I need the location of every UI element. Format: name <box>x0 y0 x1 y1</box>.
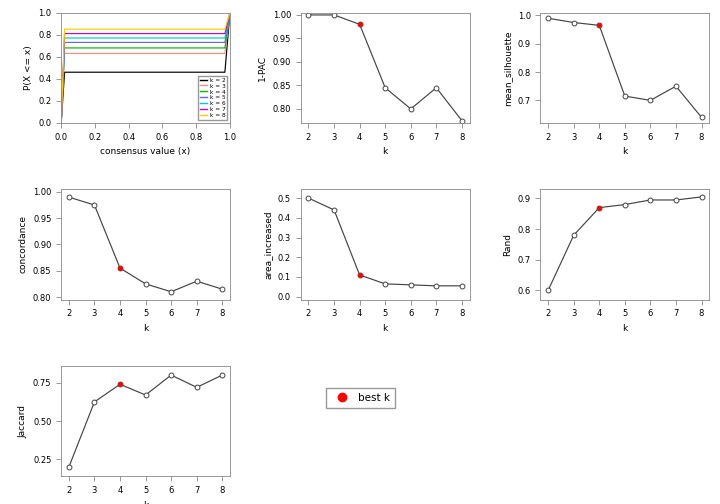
X-axis label: k: k <box>622 147 627 156</box>
Legend: best k: best k <box>326 388 395 408</box>
Y-axis label: area_increased: area_increased <box>264 210 272 279</box>
Y-axis label: Rand: Rand <box>503 233 512 256</box>
Y-axis label: P(X <= x): P(X <= x) <box>24 45 32 90</box>
Y-axis label: Jaccard: Jaccard <box>19 405 27 437</box>
X-axis label: k: k <box>622 324 627 333</box>
Legend: k = 2, k = 3, k = 4, k = 5, k = 6, k = 7, k = 8: k = 2, k = 3, k = 4, k = 5, k = 6, k = 7… <box>199 76 227 120</box>
X-axis label: consensus value (x): consensus value (x) <box>101 147 191 156</box>
X-axis label: k: k <box>382 147 388 156</box>
Y-axis label: mean_silhouette: mean_silhouette <box>503 30 512 105</box>
X-axis label: k: k <box>382 324 388 333</box>
Y-axis label: 1-PAC: 1-PAC <box>258 55 267 81</box>
X-axis label: k: k <box>143 500 148 504</box>
X-axis label: k: k <box>143 324 148 333</box>
Y-axis label: concordance: concordance <box>19 215 27 274</box>
